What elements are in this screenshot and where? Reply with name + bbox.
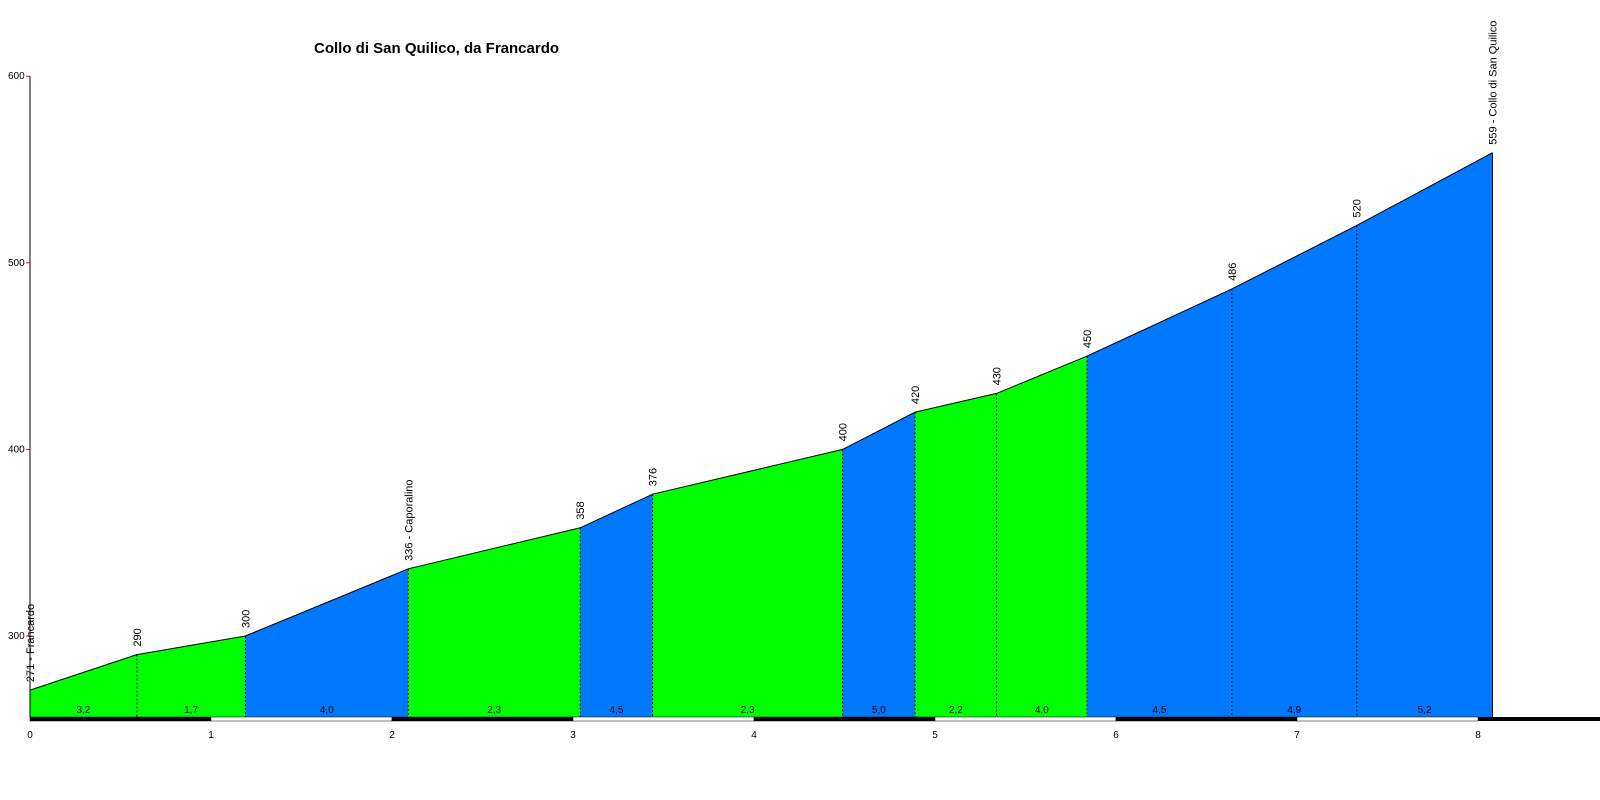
profile-segment-7 <box>842 412 916 717</box>
profile-segment-4 <box>408 527 581 717</box>
x-tick-label: 7 <box>1294 730 1300 741</box>
x-tick-label: 1 <box>208 730 214 741</box>
segment-gradient-label: 4,5 <box>609 705 623 716</box>
elevation-label: 450 <box>1082 330 1094 348</box>
scale-bar-km-4 <box>753 716 936 722</box>
segment-gradient-label: 4,0 <box>1035 705 1049 716</box>
y-tick-label: 600 <box>8 71 25 82</box>
profile-segment-8 <box>915 393 997 717</box>
chart-title: Collo di San Quilico, da Francardo <box>314 40 559 57</box>
distance-scale-bar: 0 1 2 3 4 5 6 7 8 <box>27 716 1600 741</box>
profile-segment-11 <box>1231 225 1357 718</box>
y-tick-label: 500 <box>8 258 25 269</box>
y-tick-label: 400 <box>8 444 25 455</box>
x-tick-label: 2 <box>389 730 395 741</box>
elevation-label: 486 <box>1227 263 1239 281</box>
profile-segment-9 <box>996 356 1088 717</box>
x-tick-label: 6 <box>1113 730 1119 741</box>
profile-segment-10 <box>1087 288 1232 717</box>
profile-fill: 3,2 1,7 4,0 2,3 4,5 2,3 5,0 2,2 4,0 4,5 4,9 5,2 <box>29 152 1493 718</box>
elevation-label: 400 <box>838 423 850 441</box>
segment-gradient-label: 2,2 <box>949 705 963 716</box>
segment-gradient-label: 4,9 <box>1287 705 1301 716</box>
profile-segment-12 <box>1356 152 1493 717</box>
scale-bar-km-6 <box>1115 716 1298 722</box>
scale-bar-km-1 <box>210 716 393 722</box>
x-tick-label: 8 <box>1475 730 1481 741</box>
segment-gradient-label: 2,3 <box>741 705 755 716</box>
elevation-label: 290 <box>132 628 144 646</box>
segment-gradient-label: 1,7 <box>184 705 198 716</box>
elevation-label: 358 <box>575 501 587 519</box>
y-tick-label: 300 <box>8 631 25 642</box>
profile-segment-6 <box>652 449 843 717</box>
elevation-label: 376 <box>648 468 660 486</box>
elevation-label: 420 <box>910 386 922 404</box>
x-tick-label: 0 <box>27 730 33 741</box>
y-axis: 300 400 500 600 <box>8 71 31 717</box>
x-tick-label: 5 <box>932 730 938 741</box>
elevation-label: 520 <box>1352 199 1364 217</box>
x-tick-label: 4 <box>751 730 757 741</box>
segment-gradient-label: 5,2 <box>1418 705 1432 716</box>
segment-gradient-label: 3,2 <box>76 705 90 716</box>
elevation-label: 430 <box>992 367 1004 385</box>
scale-bar-km-3 <box>572 716 755 722</box>
segment-gradient-label: 4,0 <box>320 705 334 716</box>
elevation-labels: 271 - Francardo 290 300 336 - Caporalino 358… <box>25 21 1499 683</box>
x-tick-label: 3 <box>570 730 576 741</box>
segment-gradient-label: 2,3 <box>487 705 501 716</box>
scale-bar-km-0 <box>29 716 212 722</box>
profile-segment-2 <box>136 636 246 717</box>
elevation-label: 559 - Collo di San Quilico <box>1487 21 1499 145</box>
scale-bar-km-5 <box>934 716 1117 722</box>
scale-bar-km-2 <box>391 716 574 722</box>
scale-bar-km-7 <box>1296 716 1479 722</box>
elevation-label: 271 - Francardo <box>25 604 37 682</box>
profile-segment-3 <box>245 568 409 717</box>
profile-segment-1 <box>30 654 137 717</box>
scale-bar-tail <box>1478 717 1600 721</box>
elevation-label: 336 - Caporalino <box>403 479 415 560</box>
elevation-label: 300 <box>240 610 252 628</box>
segment-dividers <box>136 152 1493 717</box>
segment-gradient-label: 4,5 <box>1152 705 1166 716</box>
segment-gradient-label: 5,0 <box>872 705 886 716</box>
profile-segment-5 <box>580 494 653 717</box>
